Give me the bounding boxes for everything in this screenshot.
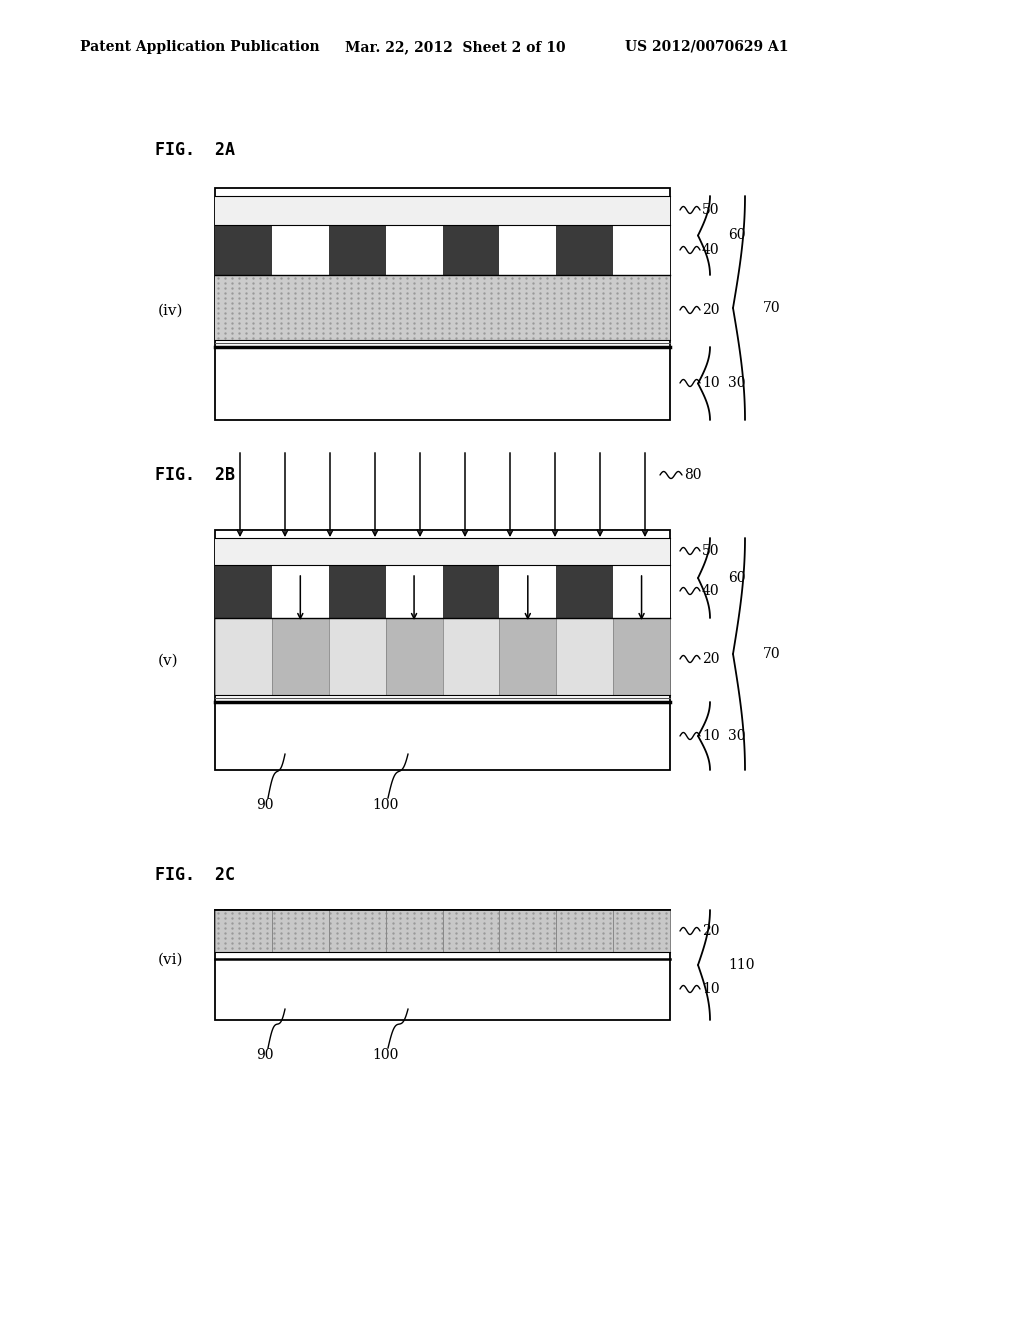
Bar <box>442 565 500 618</box>
Text: 20: 20 <box>702 924 720 939</box>
Bar <box>215 224 272 275</box>
Text: 90: 90 <box>256 1048 273 1063</box>
Bar <box>556 565 613 618</box>
Text: 10: 10 <box>702 729 720 743</box>
Text: 60: 60 <box>728 228 745 242</box>
Text: Patent Application Publication: Patent Application Publication <box>80 40 319 54</box>
Text: FIG.  2B: FIG. 2B <box>155 466 234 484</box>
Bar <box>215 539 670 565</box>
Bar <box>442 224 500 275</box>
Text: (vi): (vi) <box>158 953 183 968</box>
Bar <box>386 224 442 275</box>
Bar <box>500 618 556 696</box>
Bar <box>386 618 442 696</box>
Text: Mar. 22, 2012  Sheet 2 of 10: Mar. 22, 2012 Sheet 2 of 10 <box>345 40 565 54</box>
Text: 10: 10 <box>702 982 720 997</box>
Bar <box>215 909 670 952</box>
Text: 60: 60 <box>728 572 745 585</box>
Text: 10: 10 <box>702 376 720 389</box>
Bar <box>613 618 670 696</box>
Text: 20: 20 <box>702 652 720 667</box>
Text: 90: 90 <box>256 799 273 812</box>
Bar <box>500 224 556 275</box>
Bar <box>215 618 272 696</box>
Text: 70: 70 <box>763 301 780 315</box>
Text: US 2012/0070629 A1: US 2012/0070629 A1 <box>625 40 788 54</box>
Bar <box>556 224 613 275</box>
Bar <box>215 187 670 420</box>
Text: 110: 110 <box>728 958 755 972</box>
Bar <box>215 565 272 618</box>
Bar <box>272 224 329 275</box>
Bar <box>272 618 329 696</box>
Bar <box>329 224 386 275</box>
Bar <box>215 195 670 224</box>
Text: 40: 40 <box>702 243 720 257</box>
Text: 30: 30 <box>728 729 745 743</box>
Bar <box>215 909 670 1020</box>
Text: 50: 50 <box>702 203 720 216</box>
Text: 80: 80 <box>684 469 701 482</box>
Text: 40: 40 <box>702 583 720 598</box>
Bar <box>329 618 386 696</box>
Text: 20: 20 <box>702 304 720 317</box>
Text: FIG.  2A: FIG. 2A <box>155 141 234 158</box>
Text: 70: 70 <box>763 647 780 661</box>
Bar <box>386 565 442 618</box>
Text: FIG.  2C: FIG. 2C <box>155 866 234 884</box>
Bar <box>215 275 670 341</box>
Bar <box>556 618 613 696</box>
Text: 100: 100 <box>372 799 398 812</box>
Bar <box>272 565 329 618</box>
Text: 30: 30 <box>728 376 745 389</box>
Bar <box>329 565 386 618</box>
Text: 50: 50 <box>702 544 720 558</box>
Text: (iv): (iv) <box>158 304 183 318</box>
Bar <box>613 565 670 618</box>
Bar <box>613 224 670 275</box>
Bar <box>500 565 556 618</box>
Text: (v): (v) <box>158 653 178 668</box>
Text: 100: 100 <box>372 1048 398 1063</box>
Bar <box>215 531 670 770</box>
Bar <box>442 618 500 696</box>
